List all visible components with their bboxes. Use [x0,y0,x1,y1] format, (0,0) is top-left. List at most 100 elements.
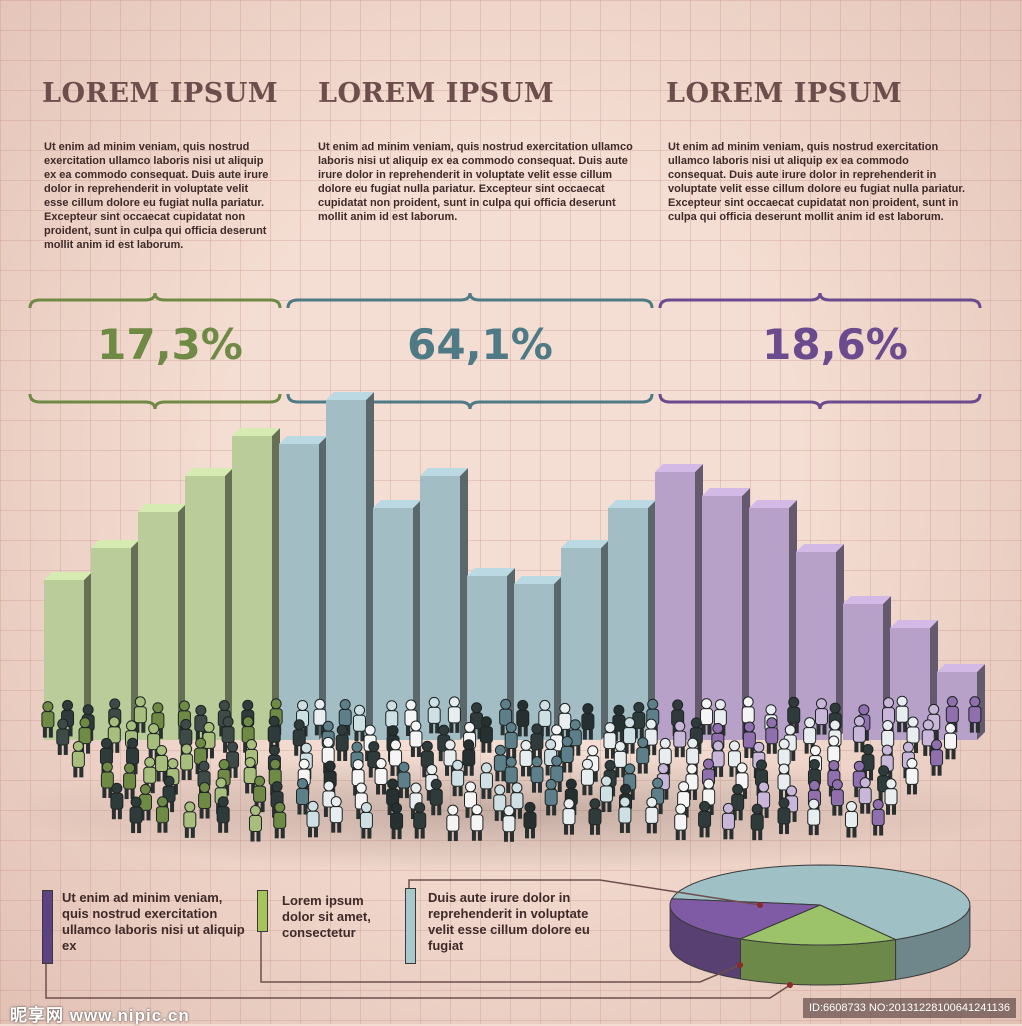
person [295,778,309,815]
person [390,802,404,840]
person [562,798,576,835]
person [930,739,944,776]
bar [420,468,468,740]
person [944,722,958,760]
bar-side [507,568,515,740]
bar-top [514,576,562,584]
person [129,796,143,834]
bracket-3 [658,292,982,309]
bar-top [890,620,938,628]
person [451,759,465,797]
column-1-heading: LOREM IPSUM [42,78,279,109]
person [580,758,594,796]
person [71,740,85,778]
bar-front [608,508,648,740]
person [427,696,441,734]
person [499,698,513,736]
person [711,740,725,777]
bar-side [272,428,280,740]
person [530,723,544,760]
person [603,722,617,759]
person [727,740,741,777]
bar-side [225,468,233,740]
bar-top [326,392,374,400]
person [147,723,161,760]
bar-top [561,540,609,548]
person [493,784,507,821]
person [777,797,791,835]
bar-front [91,548,131,740]
watermark-id: ID:6608733 NO:20131228100641241136 [802,998,1016,1018]
person [470,804,484,841]
pie-chart [669,864,971,986]
person [100,761,114,798]
person [447,696,461,733]
person [155,796,169,833]
bar-side [554,576,562,740]
person [777,763,791,800]
bar [279,436,327,740]
person [462,739,476,776]
person [560,736,574,773]
person [183,801,197,838]
person [180,743,194,781]
bar-top [937,664,985,672]
bar-front [420,476,460,740]
bar [608,500,656,740]
column-3-percent: 18,6% [762,320,908,369]
person [731,783,745,821]
person [273,801,287,839]
bar [185,468,233,740]
person [133,696,147,733]
bar-side [319,436,327,740]
column-1-percent: 17,3% [97,320,243,369]
pie-slice-side [739,938,897,986]
bar [326,392,374,740]
column-2-text: Ut enim ad minim veniam, quis nostrud ex… [318,141,633,223]
bar-side [178,504,186,740]
person [636,737,650,774]
person [510,782,524,819]
bar [232,428,280,740]
person [409,720,423,757]
bar-front [655,472,695,740]
person [895,695,909,733]
column-1-text: Ut enim ad minim veniam, quis nostrud ex… [44,141,269,251]
person [814,698,828,735]
bar-top [749,500,797,508]
watermark: 昵享网 www.nipic.cn ID:6608733 NO:201312281… [0,998,1022,1025]
person [871,799,885,836]
connector-dot [737,962,743,968]
person [519,739,533,777]
pie-slice [670,864,971,941]
bar-side [836,544,844,740]
person [968,696,982,733]
bar-top [420,468,468,476]
bar [796,544,844,740]
legend-text-green: Lorem ipsum dolor sit amet, consectetur [282,893,371,940]
person [618,796,632,833]
person [530,756,544,793]
bar-side [413,500,421,740]
person [374,758,388,795]
person [123,762,137,800]
bar-top [608,500,656,508]
bar-top [702,488,750,496]
bar-top [44,572,92,580]
person [700,698,714,735]
person [359,802,373,839]
bar-front [749,508,789,740]
person [413,802,427,839]
connector-dot [757,902,763,908]
bar-side [84,572,92,740]
legend-swatch-purple [42,890,53,964]
bar-top [467,568,515,576]
pie-slice [738,904,898,946]
person [905,757,919,795]
person [504,756,518,794]
connector-line [45,962,791,999]
bar [655,464,703,740]
person [446,804,460,842]
person [750,803,764,841]
person [807,798,821,836]
